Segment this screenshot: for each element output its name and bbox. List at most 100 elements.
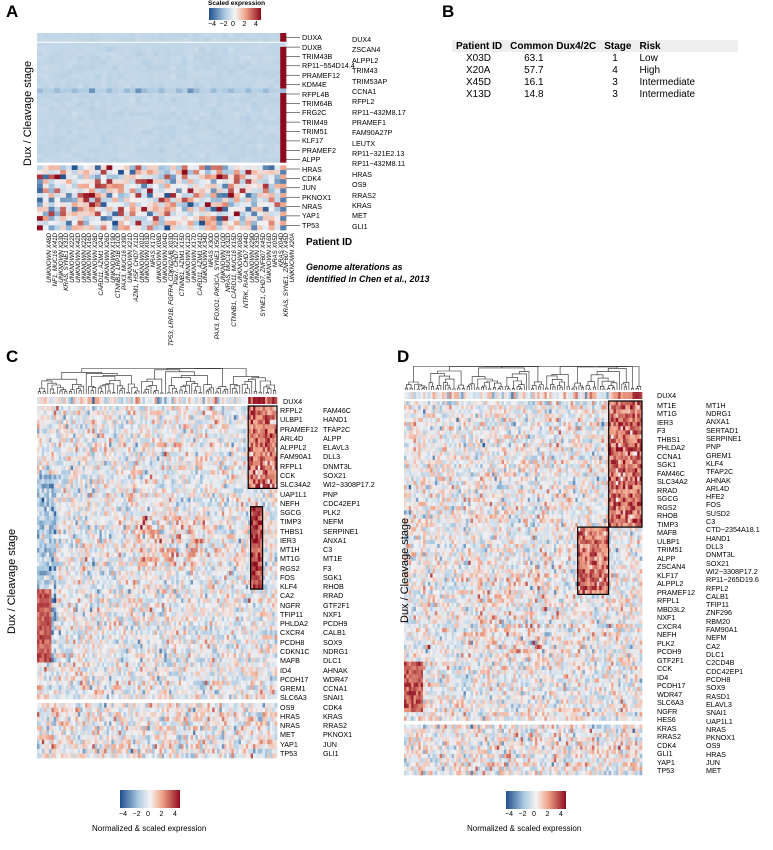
- heat-cell: [274, 202, 281, 208]
- heat-cell: [265, 456, 268, 462]
- heat-cell: [141, 125, 148, 131]
- heat-cell: [233, 515, 237, 521]
- heat-cell: [37, 174, 44, 180]
- heat-cell: [265, 502, 268, 508]
- heat-cell: [193, 93, 200, 99]
- heat-cell: [222, 179, 229, 185]
- heat-cell: [106, 102, 113, 108]
- heat-cell: [260, 438, 263, 443]
- heat-cell: [46, 447, 50, 453]
- heat-cell: [104, 529, 107, 535]
- heat-cell: [228, 93, 235, 99]
- cell-common: 14.8: [524, 88, 544, 100]
- heat-cell: [236, 442, 239, 448]
- heat-cell: [80, 534, 83, 540]
- heat-cell: [147, 428, 151, 434]
- heat-cell: [217, 502, 220, 508]
- heat-cell: [197, 460, 201, 466]
- dendrogram-branch: [78, 385, 85, 394]
- heat-cell: [77, 428, 81, 434]
- heat-cell: [169, 483, 172, 489]
- heat-cell: [243, 428, 247, 434]
- heat-cell: [65, 529, 69, 535]
- heat-cell: [130, 433, 134, 439]
- heat-cell: [188, 520, 191, 526]
- heat-cell: [233, 148, 241, 154]
- heat-cell: [280, 111, 287, 117]
- heat-cell: [267, 428, 271, 434]
- heat-cell: [274, 211, 281, 217]
- heat-cell: [245, 220, 252, 226]
- heat-cell: [262, 406, 266, 411]
- heat-cell: [161, 442, 165, 448]
- heat-cell: [87, 460, 91, 466]
- heat-cell: [214, 520, 218, 526]
- heat-cell: [221, 470, 225, 475]
- heat-cell: [210, 211, 217, 217]
- heat-cell: [257, 474, 261, 480]
- heat-cell: [267, 488, 271, 494]
- heat-cell: [104, 460, 107, 466]
- heat-cell: [193, 188, 200, 194]
- heat-cell: [239, 143, 246, 149]
- heat-cell: [197, 424, 201, 430]
- heat-cell: [63, 483, 67, 489]
- heat-cell: [145, 460, 148, 466]
- heat-cell: [260, 511, 263, 517]
- heat-cell: [226, 479, 230, 485]
- heat-cell: [73, 447, 76, 453]
- heat-cell: [181, 60, 188, 66]
- heat-cell: [135, 211, 142, 217]
- heat-cell: [166, 483, 170, 489]
- heat-cell: [152, 33, 159, 38]
- heat-cell: [173, 506, 177, 512]
- heat-cell: [187, 179, 194, 185]
- heat-cell: [112, 202, 119, 208]
- heat-cell: [274, 220, 281, 226]
- heat-cell: [53, 433, 57, 439]
- heat-cell: [37, 42, 44, 48]
- heat-cell: [85, 410, 88, 416]
- heat-cell: [241, 465, 244, 471]
- heat-cell: [228, 183, 235, 189]
- heat-cell: [147, 211, 154, 217]
- heat-cell: [68, 460, 71, 466]
- heat-cell: [54, 183, 61, 189]
- heat-cell: [233, 442, 237, 448]
- annotation-cell: [171, 397, 175, 404]
- heat-cell: [164, 410, 167, 416]
- heat-cell: [221, 456, 225, 462]
- heat-cell: [222, 153, 229, 159]
- heat-cell: [257, 79, 264, 85]
- heat-cell: [106, 169, 113, 175]
- heat-cell: [71, 174, 78, 180]
- heat-cell: [71, 193, 78, 199]
- heat-cell: [207, 460, 211, 466]
- heat-cell: [116, 497, 119, 503]
- heat-cell: [61, 447, 64, 453]
- heat-cell: [53, 515, 57, 521]
- heat-cell: [233, 470, 237, 475]
- heat-cell: [106, 502, 110, 508]
- heat-cell: [181, 406, 184, 411]
- heat-cell: [147, 60, 154, 66]
- heat-cell: [44, 438, 47, 443]
- heat-cell: [245, 116, 252, 122]
- heat-cell: [195, 451, 199, 457]
- heat-cell: [51, 438, 55, 443]
- heat-cell: [188, 442, 191, 448]
- heat-cell: [44, 479, 47, 485]
- heat-cell: [147, 143, 154, 149]
- heat-cell: [181, 206, 188, 212]
- heat-cell: [118, 46, 125, 52]
- heat-cell: [228, 139, 235, 145]
- heat-cell: [269, 451, 273, 457]
- heat-cell: [197, 488, 201, 494]
- heat-cell: [112, 56, 119, 62]
- heat-cell: [181, 433, 184, 439]
- heat-cell: [262, 79, 269, 85]
- heat-cell: [175, 134, 183, 140]
- heat-cell: [175, 88, 183, 94]
- heat-cell: [83, 125, 90, 131]
- heat-cell: [217, 474, 220, 480]
